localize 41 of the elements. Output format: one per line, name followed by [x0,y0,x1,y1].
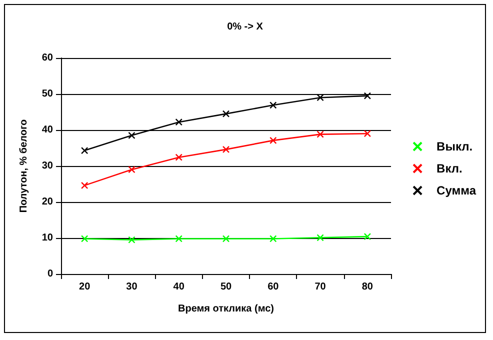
point [128,236,136,244]
legend-label: Сумма [436,184,476,198]
x-tick-label: 20 [79,282,91,292]
point [80,235,88,242]
point [316,130,324,138]
y-tick-label: 20 [42,196,54,208]
y-tick-label: 40 [42,124,54,136]
x-tick-label: 60 [268,282,280,292]
x-tick-label: 80 [362,282,374,292]
point [316,234,324,242]
y-tick-label: 30 [42,160,54,172]
legend-label: Выкл. [436,140,473,154]
point [222,235,230,242]
point [270,136,277,144]
point [316,94,324,102]
point [364,130,372,138]
point [270,235,277,242]
y-tick-label: 50 [42,88,54,100]
point [364,232,372,240]
point [128,132,136,139]
point [80,146,88,154]
y-axis-title: Полутон, % белого [18,119,30,213]
x-tick-label: 50 [220,282,232,292]
y-tick-label: 10 [42,232,54,244]
y-tick-label: 60 [42,52,54,64]
point [80,182,88,190]
point [364,92,372,100]
point [270,102,277,109]
x-tick-label: 30 [126,282,138,292]
point [222,146,230,154]
point [175,118,182,126]
point [128,166,136,174]
x-axis-title: Время отклика (мс) [178,304,274,314]
chart-title: 0% -> X [227,22,264,32]
legend-label: Вкл. [436,162,462,176]
y-tick-label: 0 [47,268,54,280]
point [175,235,182,242]
point [175,154,182,161]
x-tick-label: 70 [314,282,326,292]
point [222,110,230,118]
x-tick-label: 40 [173,282,185,292]
